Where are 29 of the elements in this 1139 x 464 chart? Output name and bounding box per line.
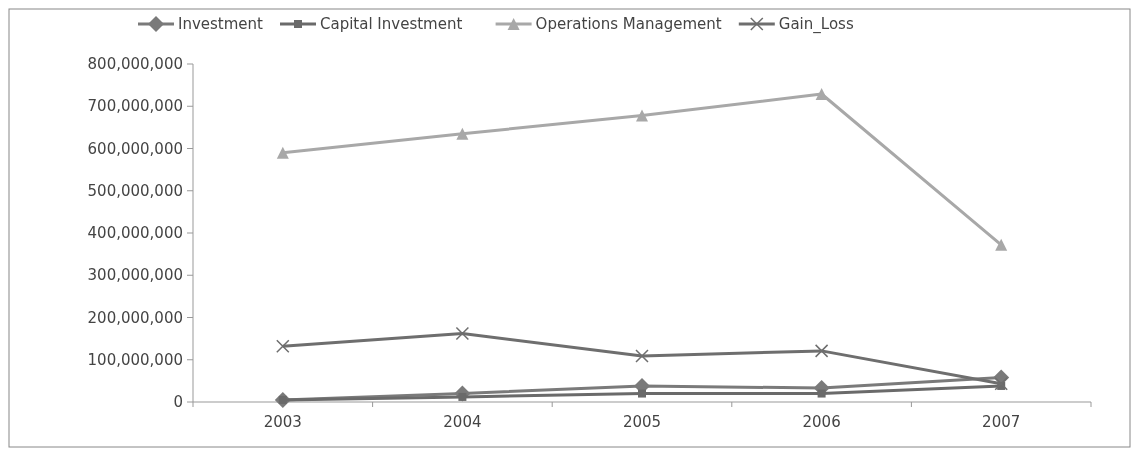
- point: [455, 326, 470, 341]
- point: [817, 389, 826, 398]
- y-tick-label: 500,000,000: [87, 181, 183, 200]
- x-tick-label: 2004: [443, 413, 482, 431]
- legend-label: Operations Management: [535, 15, 722, 33]
- y-tick-label: 400,000,000: [87, 224, 183, 242]
- point: [276, 146, 289, 159]
- point: [276, 339, 290, 353]
- y-tick-label: 200,000,000: [87, 308, 183, 327]
- legend-label: Investment: [178, 15, 264, 33]
- y-tick-label: 0: [173, 393, 183, 411]
- y-tick-label: 800,000,000: [87, 55, 183, 73]
- x-tick-label: 2005: [622, 413, 662, 431]
- x-tick-label: 2003: [263, 413, 302, 431]
- point: [635, 349, 649, 363]
- point: [994, 377, 1008, 391]
- y-tick-label: 100,000,000: [87, 350, 183, 369]
- point: [456, 127, 469, 140]
- point: [814, 344, 829, 358]
- legend-label: Capital Investment: [320, 15, 463, 33]
- point: [636, 109, 648, 122]
- point: [638, 389, 646, 398]
- y-tick-label: 300,000,000: [87, 266, 183, 285]
- point: [995, 238, 1008, 251]
- y-tick-label: 600,000,000: [87, 139, 183, 158]
- legend-label: Gain_Loss: [778, 15, 854, 34]
- y-tick-label: 700,000,000: [87, 97, 183, 116]
- x-tick-label: 2007: [982, 413, 1021, 431]
- x-tick-label: 2006: [802, 413, 841, 431]
